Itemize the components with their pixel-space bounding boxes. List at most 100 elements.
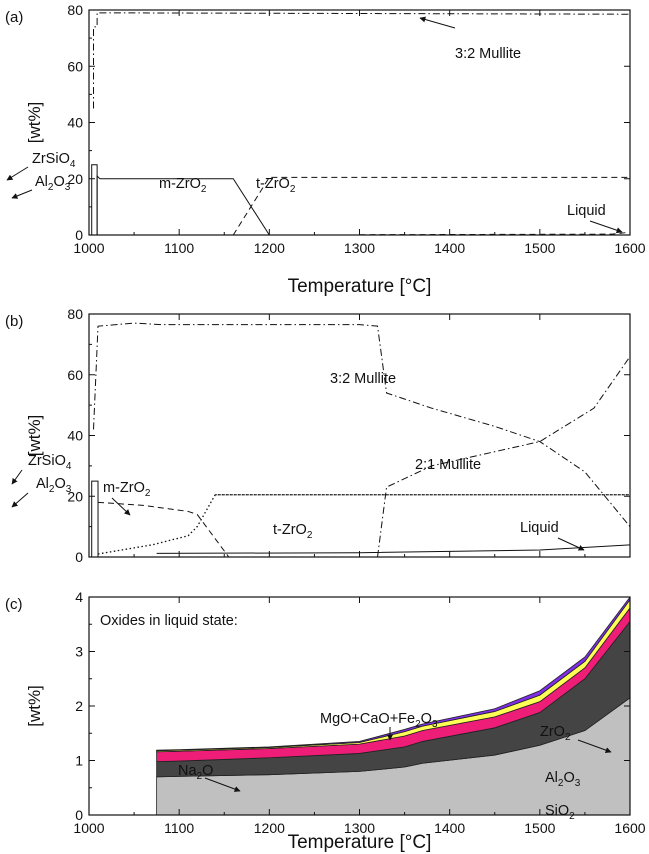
x-tick-label: 1000 — [73, 820, 104, 836]
panel-label: (b) — [5, 313, 23, 330]
y-tick-label: 80 — [67, 306, 83, 322]
annotation-3-2-mullite-arrow — [419, 16, 456, 29]
annotation-mgo-cao-fe2o3: MgO+CaO+Fe2O3 — [320, 711, 438, 730]
line-2-1-mullite — [377, 356, 630, 557]
annotation-liquid: Liquid — [520, 520, 559, 536]
y-tick-label: 3 — [75, 644, 83, 660]
annotation-mgo-cao-fe2o3-sub2: 3 — [432, 719, 438, 730]
annotation-na2o: Na2O — [178, 763, 213, 782]
annotation-t-zro2-text: t-ZrO — [256, 176, 290, 192]
x-tick-label: 1100 — [164, 820, 194, 836]
line-3-2-mullite — [93, 322, 630, 527]
annotation-liquid: Liquid — [567, 203, 606, 219]
x-tick-label: 1600 — [614, 820, 645, 836]
annotation-mgo-cao-fe2o3-text2: O — [421, 711, 432, 727]
x-tick-label: 1400 — [434, 240, 465, 256]
x-axis-label: Temperature [°C] — [288, 276, 432, 297]
line-3-2-mullite — [93, 12, 630, 109]
annotation-sio2-text: SiO — [545, 803, 569, 819]
annotation-t-zro2-sub: 2 — [290, 184, 296, 195]
annotation-zrsio4-arrow — [11, 469, 23, 485]
annotation-al2o3-text2: O — [54, 476, 65, 492]
annotation-m-zro2: m-ZrO2 — [103, 480, 151, 499]
annotation-zrsio4-sub: 4 — [66, 461, 72, 472]
annotation-al2o3-sub2: 3 — [66, 484, 72, 495]
x-tick-label: 1600 — [614, 240, 645, 256]
annotation-3-2-mullite: 3:2 Mullite — [330, 371, 396, 387]
annotation-3-2-mullite: 3:2 Mullite — [455, 46, 521, 62]
annotation-na2o-arrow — [204, 777, 241, 792]
panel-a: (a) 1000 1100 1200 1300 1400 1500 1600 0 20 40 60 80… — [5, 2, 646, 297]
y-tick-label: 0 — [75, 227, 83, 243]
y-axis-label: [wt%] — [25, 102, 44, 144]
x-tick-label: 1500 — [524, 820, 555, 836]
x-tick-label: 1300 — [344, 820, 375, 836]
y-tick-label: 60 — [67, 58, 83, 74]
annotation-t-zro2: t-ZrO2 — [273, 522, 313, 541]
annotation-al2o3: Al2O3 — [35, 174, 71, 193]
annotation-2-1-mullite: 2:1 Mullite — [415, 457, 481, 473]
x-tick-label: 1200 — [254, 820, 285, 836]
annotation-na2o-text2: O — [202, 763, 213, 779]
y-axis-label: [wt%] — [25, 685, 44, 727]
panel-b: (b) 0 20 40 60 80 [wt%] 3:2 Mullite 2:1 Mullite Z… — [5, 306, 631, 565]
y-tick-label: 20 — [67, 171, 83, 187]
y-tick-label: 1 — [75, 753, 83, 769]
annotation-al2o3-arrow — [11, 189, 33, 199]
annotation-zrsio4: ZrSiO4 — [32, 151, 76, 170]
line-zrsio4 — [91, 164, 98, 235]
plot-frame — [88, 9, 631, 236]
x-tick-label: 1300 — [344, 240, 375, 256]
y-tick-label: 40 — [67, 428, 83, 444]
y-tick-label: 80 — [67, 2, 83, 18]
annotation-sio2-sub: 2 — [569, 811, 575, 822]
panel-label: (a) — [5, 9, 23, 26]
annotation-al2o3-text2: O — [563, 770, 574, 786]
annotation-al2o3-text2: O — [53, 174, 64, 190]
annotation-al2o3-sub: 2 — [48, 182, 54, 193]
plot-area — [91, 12, 630, 235]
annotation-liquid-arrow — [589, 220, 623, 234]
annotation-3-2-mullite-text: 3:2 Mullite — [330, 371, 396, 387]
panel-c: (c)1000 1100 1200 1300 1400 1500 160001234[wt%… — [5, 589, 646, 853]
annotation-liquid-text: Liquid — [520, 520, 559, 536]
annotation-m-zro2-sub: 2 — [201, 184, 207, 195]
annotation-al2o3-text: Al — [36, 476, 49, 492]
annotation-zrsio4-text: ZrSiO — [28, 453, 66, 469]
area-zro2 — [156, 597, 630, 752]
annotation-na2o-sub: 2 — [197, 771, 203, 782]
annotation-al2o3-sub: 2 — [49, 484, 55, 495]
annotation-al2o3-sub2: 3 — [575, 778, 581, 789]
annotation-m-zro2-sub: 2 — [145, 488, 151, 499]
line-zrsio4 — [91, 480, 99, 557]
annotation-zrsio4-arrow — [6, 166, 29, 181]
chart-title: Oxides in liquid state: — [100, 613, 238, 629]
annotation-t-zro2-sub: 2 — [307, 530, 313, 541]
y-tick-label: 4 — [75, 589, 83, 605]
annotation-m-zro2-arrow — [111, 497, 131, 516]
annotation-liquid-text: Liquid — [567, 203, 606, 219]
panel-label: (c) — [5, 596, 23, 613]
annotation-t-zro2-text: t-ZrO — [273, 522, 307, 538]
annotation-mgo-cao-fe2o3-text: MgO+CaO+Fe — [320, 711, 415, 727]
line-al2o3 — [97, 501, 230, 557]
x-tick-label: 1100 — [164, 240, 194, 256]
annotation-al2o3-text: Al — [35, 174, 48, 190]
annotation-al2o3-text: Al — [545, 770, 558, 786]
annotation-m-zro2: m-ZrO2 — [159, 176, 207, 195]
annotation-zro2: ZrO2 — [540, 724, 571, 743]
x-tick-label: 1000 — [73, 240, 104, 256]
annotation-zrsio4-sub: 4 — [70, 159, 76, 170]
annotation-al2o3-arrow — [11, 492, 29, 508]
y-tick-label: 2 — [75, 698, 83, 714]
line-al2o3 — [96, 174, 101, 235]
annotation-zro2-arrow — [577, 739, 612, 753]
annotation-sio2: SiO2 — [545, 803, 575, 822]
annotation-zrsio4: ZrSiO4 — [28, 453, 72, 472]
x-tick-label: 1400 — [434, 820, 465, 836]
annotation-na2o-text: Na — [178, 763, 197, 779]
line-liquid — [156, 544, 630, 554]
annotation-t-zro2: t-ZrO2 — [256, 176, 296, 195]
x-tick-label: 1200 — [254, 240, 285, 256]
